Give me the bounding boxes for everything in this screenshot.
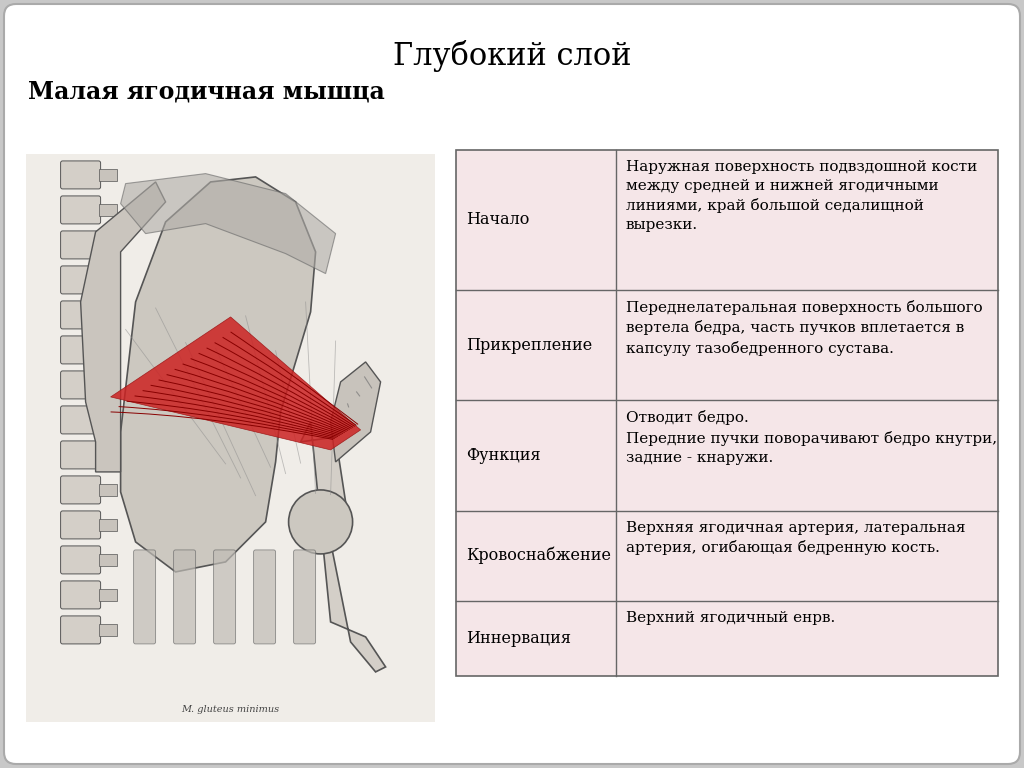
Polygon shape [301, 422, 386, 672]
Bar [98, 484, 117, 496]
Bar [98, 239, 117, 251]
Bar [456, 601, 615, 676]
Polygon shape [121, 177, 315, 572]
FancyBboxPatch shape [60, 266, 100, 294]
Bar [98, 344, 117, 356]
Circle shape [289, 490, 352, 554]
Text: Верхняя ягодичная артерия, латеральная
артерия, огибающая бедренную кость.: Верхняя ягодичная артерия, латеральная а… [626, 521, 966, 555]
Text: Прикрепление: Прикрепление [466, 336, 592, 353]
FancyBboxPatch shape [60, 406, 100, 434]
Bar [456, 290, 615, 400]
Bar [98, 554, 117, 566]
Bar [26, 154, 435, 722]
Text: Малая ягодичная мышца: Малая ягодичная мышца [28, 80, 385, 104]
Bar [98, 169, 117, 181]
FancyBboxPatch shape [174, 550, 196, 644]
Bar [98, 204, 117, 216]
Text: Глубокий слой: Глубокий слой [393, 40, 631, 72]
Bar [98, 589, 117, 601]
FancyBboxPatch shape [60, 301, 100, 329]
FancyBboxPatch shape [60, 476, 100, 504]
Polygon shape [81, 182, 166, 472]
Bar [98, 624, 117, 636]
FancyBboxPatch shape [60, 161, 100, 189]
Bar [456, 511, 615, 601]
FancyBboxPatch shape [294, 550, 315, 644]
FancyBboxPatch shape [133, 550, 156, 644]
FancyBboxPatch shape [254, 550, 275, 644]
Polygon shape [111, 317, 360, 450]
FancyBboxPatch shape [4, 4, 1020, 764]
Text: М. gluteus minimus: М. gluteus minimus [181, 705, 280, 714]
Text: Отводит бедро.
Передние пучки поворачивают бедро кнутри,
задние - кнаружи.: Отводит бедро. Передние пучки поворачива… [626, 410, 997, 465]
Text: Иннервация: Иннервация [466, 630, 570, 647]
Bar [98, 309, 117, 321]
Bar [615, 150, 998, 290]
Bar [456, 150, 615, 290]
FancyBboxPatch shape [60, 336, 100, 364]
Text: Переднелатеральная поверхность большого
вертела бедра, часть пучков вплетается в: Переднелатеральная поверхность большого … [626, 300, 982, 356]
Bar [456, 150, 998, 676]
FancyBboxPatch shape [60, 231, 100, 259]
Text: Наружная поверхность подвздошной кости
между средней и нижней ягодичными
линиями: Наружная поверхность подвздошной кости м… [626, 160, 977, 232]
Text: Кровоснабжение: Кровоснабжение [466, 547, 610, 564]
Text: Верхний ягодичный енрв.: Верхний ягодичный енрв. [626, 611, 835, 624]
Bar [615, 400, 998, 511]
FancyBboxPatch shape [60, 581, 100, 609]
Bar [98, 414, 117, 426]
Text: Функция: Функция [466, 447, 541, 464]
FancyBboxPatch shape [214, 550, 236, 644]
Bar [615, 511, 998, 601]
Bar [615, 290, 998, 400]
FancyBboxPatch shape [60, 196, 100, 224]
Polygon shape [121, 174, 336, 273]
Bar [615, 601, 998, 676]
Bar [98, 449, 117, 461]
Bar [98, 379, 117, 391]
Polygon shape [331, 362, 381, 462]
Text: Начало: Начало [466, 211, 529, 228]
Bar [98, 519, 117, 531]
FancyBboxPatch shape [60, 441, 100, 469]
Bar [456, 400, 615, 511]
FancyBboxPatch shape [60, 511, 100, 539]
FancyBboxPatch shape [60, 371, 100, 399]
FancyBboxPatch shape [60, 546, 100, 574]
FancyBboxPatch shape [60, 616, 100, 644]
Bar [98, 274, 117, 286]
